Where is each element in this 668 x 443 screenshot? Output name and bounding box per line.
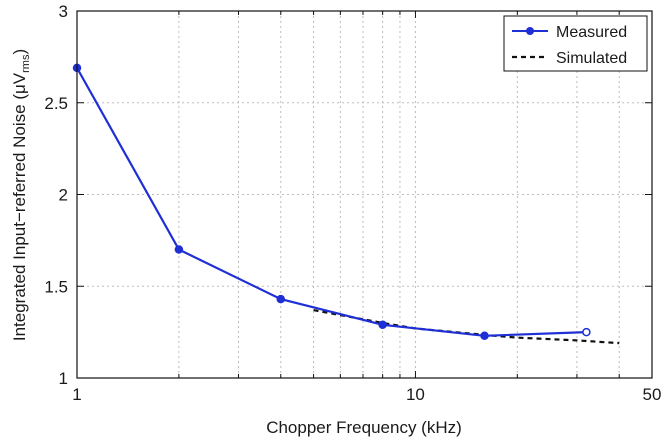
ticks [76, 10, 653, 379]
y-tick-label: 2 [59, 186, 68, 205]
measured-point [378, 320, 387, 330]
measured-point [582, 327, 591, 337]
tick-labels: 1 10 50 1 1.5 2 2.5 3 [44, 2, 661, 404]
measured-series-line [76, 67, 587, 337]
y-tick-label: 1 [59, 369, 68, 388]
legend-simulated-label: Simulated [556, 50, 627, 67]
legend-box [503, 15, 648, 72]
y-tick-label: 3 [59, 2, 68, 21]
legend-measured-marker [526, 27, 534, 35]
series-layer [72, 63, 620, 345]
x-tick-label: 50 [643, 385, 662, 404]
x-tick-label: 1 [72, 385, 81, 404]
y-axis-label-sub: rms [20, 54, 32, 73]
y-axis-label-close: ) [10, 49, 29, 55]
grid-lines [77, 11, 652, 378]
y-tick-label: 2.5 [44, 94, 68, 113]
simulated-series-line [313, 309, 620, 345]
y-axis-label: Integrated Input−referred Noise (μVrms) [10, 49, 32, 341]
legend-measured-label: Measured [556, 24, 627, 41]
y-tick-label: 1.5 [44, 277, 68, 296]
measured-point [174, 245, 184, 254]
legend: Measured Simulated [503, 15, 648, 72]
measured-point [276, 294, 286, 304]
x-tick-label: 10 [406, 385, 425, 404]
y-axis-label-main: Integrated Input−referred Noise (μV [10, 72, 29, 341]
measured-point [480, 331, 489, 341]
x-axis-label: Chopper Frequency (kHz) [266, 418, 462, 437]
